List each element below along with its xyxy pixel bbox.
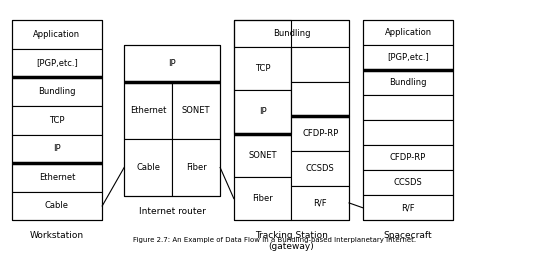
Bar [292,116,349,151]
Text: Internet router: Internet router [139,207,206,216]
Bar [12,106,102,135]
Bar [292,47,349,82]
Bar [234,20,292,134]
Bar [172,139,220,196]
Bar [12,49,102,77]
Text: CCSDS: CCSDS [394,178,422,187]
Text: SONET: SONET [249,151,277,160]
Bar [363,20,453,220]
Bar [124,83,172,139]
Text: Bundling: Bundling [389,78,427,87]
Text: Ethernet: Ethernet [39,173,75,182]
Text: IP: IP [53,144,60,153]
Bar [234,20,349,220]
Bar [363,45,453,70]
Text: R/F: R/F [314,198,327,208]
Bar [12,20,102,49]
Text: Bundling: Bundling [38,87,76,96]
Text: SONET: SONET [182,106,211,115]
Text: CFDP-RP: CFDP-RP [302,129,338,138]
Text: TCP: TCP [49,116,65,125]
Text: Tracking Station
(gateway): Tracking Station (gateway) [255,231,328,251]
Bar [363,95,453,120]
Bar [12,192,102,220]
Bar [124,45,220,83]
Bar [292,82,349,116]
Bar [172,83,220,139]
Bar [12,135,102,163]
Text: Figure 2.7: An Example of Data Flow in a Bundling-based Interplanetary Internet.: Figure 2.7: An Example of Data Flow in a… [134,237,416,243]
Bar [363,195,453,220]
Text: Fiber: Fiber [252,194,273,203]
Bar [292,151,349,186]
Text: Application: Application [384,28,432,37]
Bar [124,139,172,196]
Bar [124,45,220,196]
Text: IP: IP [259,107,266,116]
Bar [363,70,453,95]
Text: [PGP,etc.]: [PGP,etc.] [387,53,429,62]
Bar [292,186,349,220]
Text: IP: IP [168,59,176,68]
Text: [PGP,etc.]: [PGP,etc.] [36,59,78,68]
Text: Application: Application [34,30,80,39]
Text: CFDP-RP: CFDP-RP [390,153,426,162]
Text: Bundling: Bundling [273,29,310,38]
Bar [363,120,453,145]
Bar [234,47,292,90]
Text: Workstation: Workstation [30,231,84,240]
Bar [234,134,292,177]
Text: Spacecraft: Spacecraft [384,231,432,240]
Text: TCP: TCP [255,64,271,73]
Bar [363,20,453,45]
Bar [363,170,453,195]
Text: Ethernet: Ethernet [130,106,166,115]
Bar [234,177,292,220]
Text: R/F: R/F [402,203,415,212]
Text: Cable: Cable [136,163,160,172]
Text: CCSDS: CCSDS [306,164,334,173]
Text: Cable: Cable [45,201,69,211]
Text: Fiber: Fiber [186,163,206,172]
Bar [12,163,102,192]
Bar [234,20,349,47]
Bar [363,145,453,170]
Bar [12,77,102,106]
Bar [12,20,102,220]
Bar [234,90,292,134]
